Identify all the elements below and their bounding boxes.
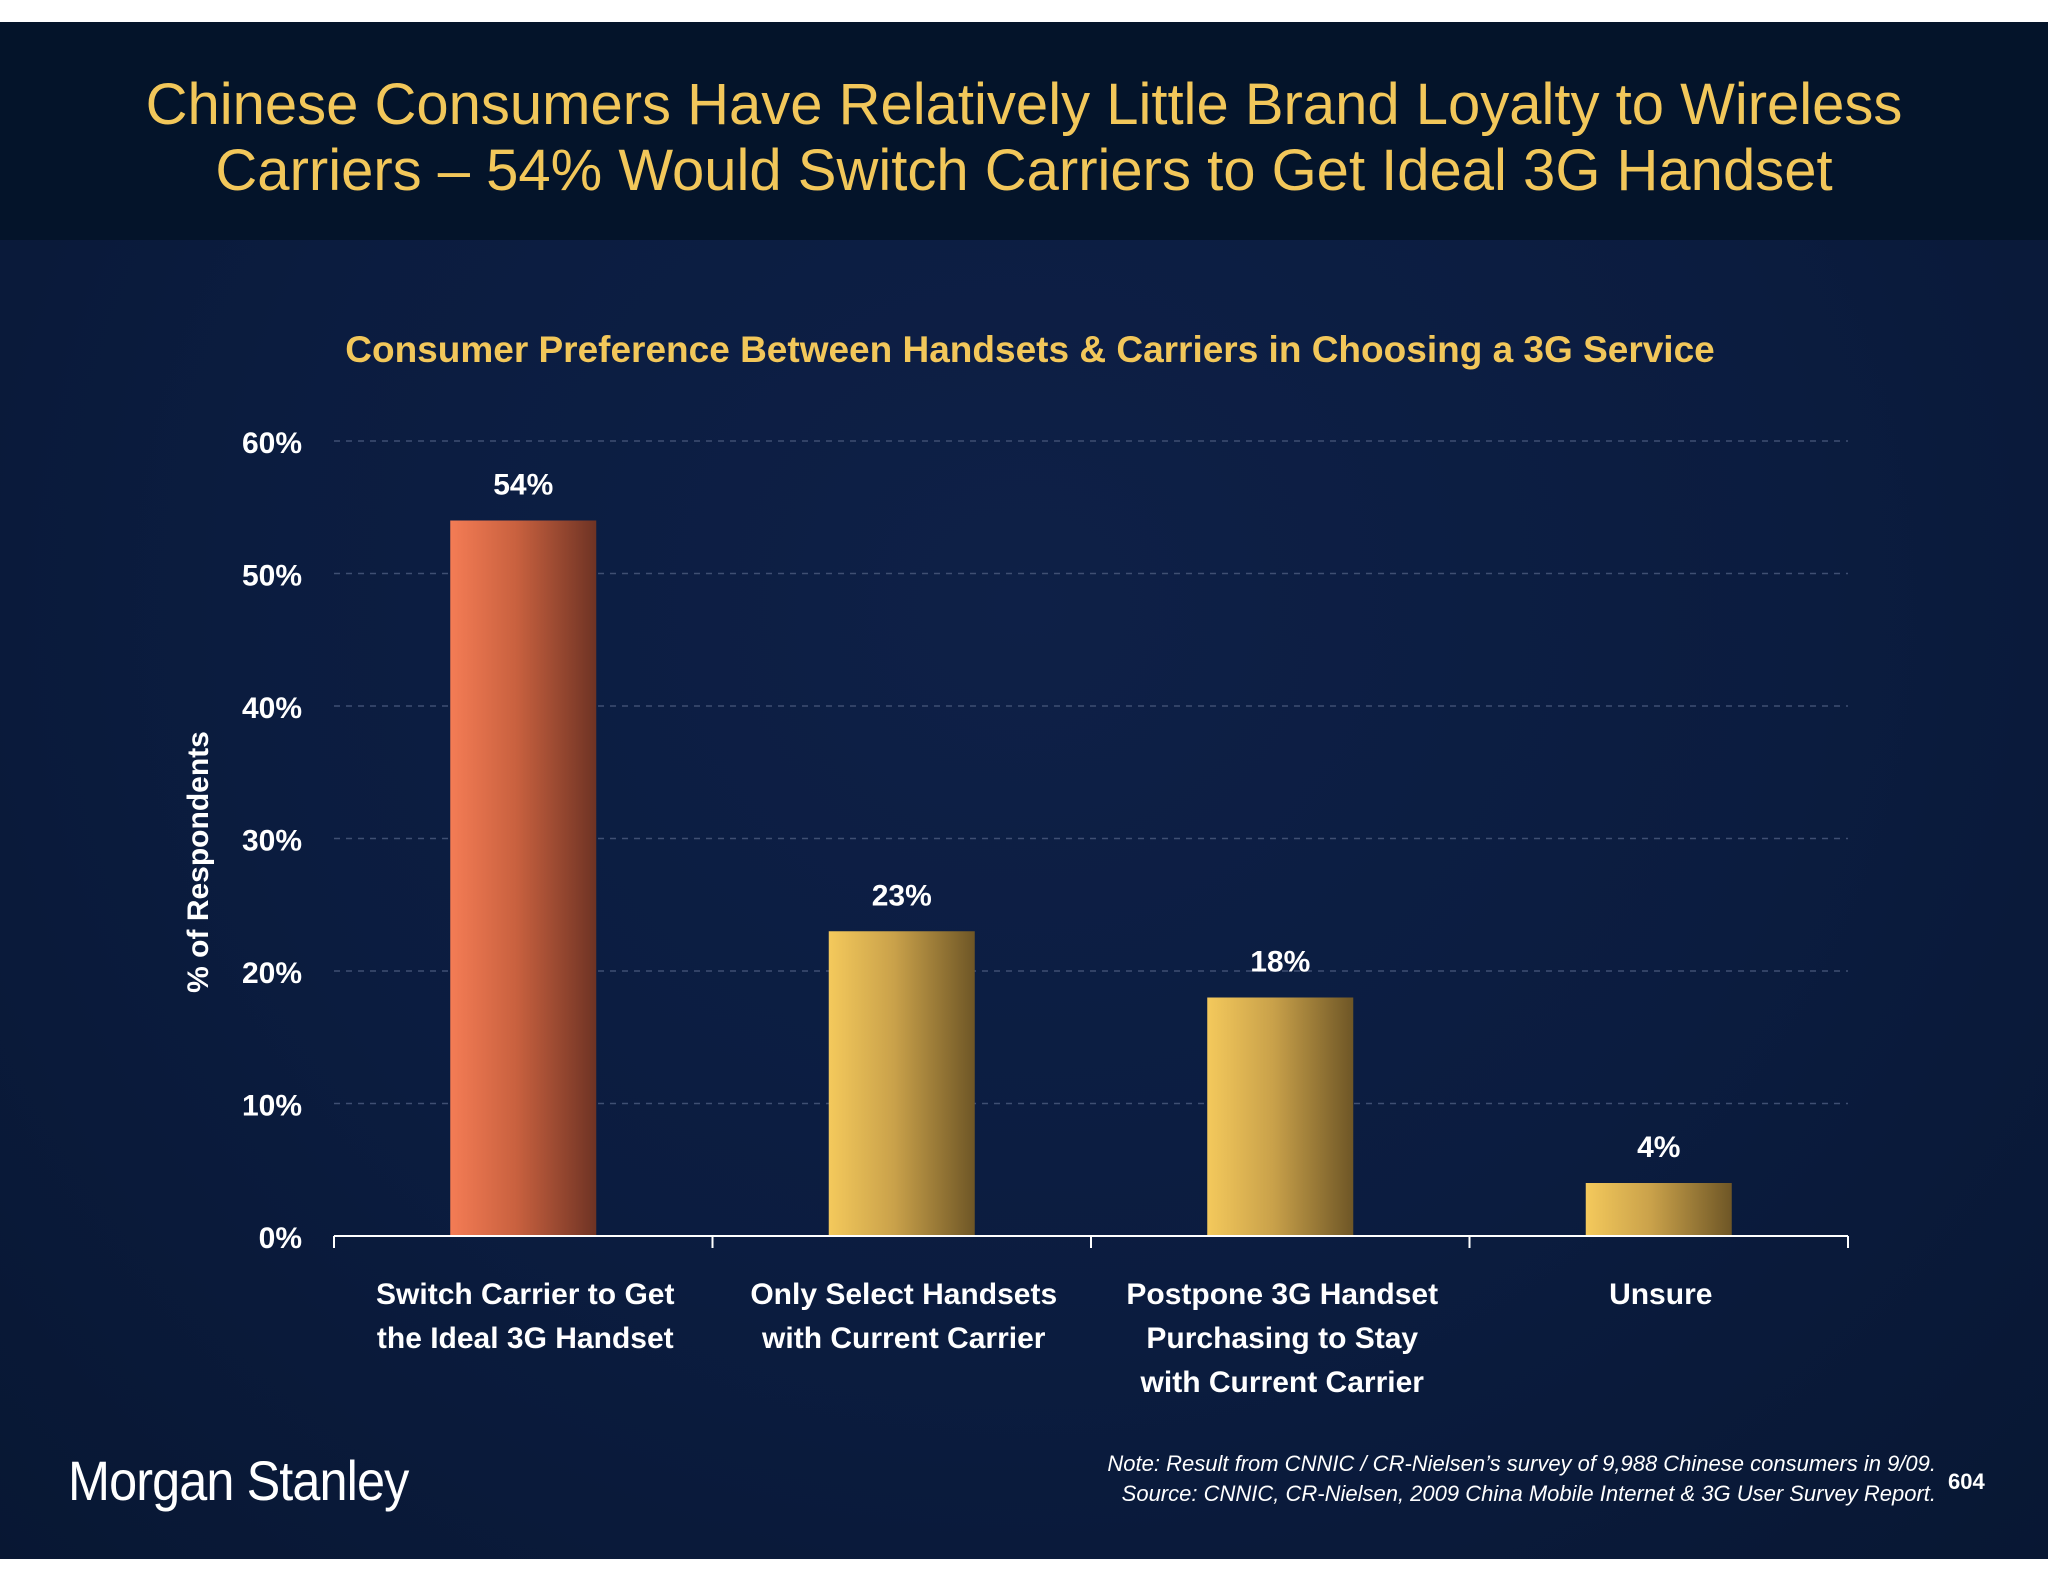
y-tick-label: 30%	[242, 825, 302, 858]
title-band: Chinese Consumers Have Relatively Little…	[0, 22, 2048, 240]
slide: Chinese Consumers Have Relatively Little…	[0, 22, 2048, 1559]
x-category-label-line: the Ideal 3G Handset	[377, 1322, 674, 1355]
y-tick-label: 40%	[242, 692, 302, 725]
x-category-label-line: Postpone 3G Handset	[1126, 1278, 1438, 1311]
y-tick-label: 50%	[242, 560, 302, 593]
page-number: 604	[1948, 1469, 1985, 1494]
slide-title-line-2: Carriers – 54% Would Switch Carriers to …	[215, 138, 1833, 203]
bar-value-label: 54%	[493, 469, 553, 502]
x-category-label-line: Purchasing to Stay	[1146, 1322, 1418, 1355]
x-category-label-line: Unsure	[1609, 1278, 1712, 1311]
x-axis-category-labels: Switch Carrier to Get the Ideal 3G Handse…	[376, 1278, 1712, 1399]
bar	[450, 520, 597, 1236]
x-axis	[333, 1235, 1849, 1248]
x-category-label: Postpone 3G Handset Purchasing to Stay wit…	[1126, 1278, 1438, 1399]
bar-value-label: 4%	[1637, 1131, 1680, 1164]
bar	[1585, 1183, 1732, 1236]
x-category-label-line: with Current Carrier	[1140, 1366, 1425, 1399]
footnote-source: Source: CNNIC, CR-Nielsen, 2009 China Mo…	[1121, 1481, 1936, 1506]
slide-title-line-1: Chinese Consumers Have Relatively Little…	[145, 72, 1903, 137]
value-labels: 54% 23% 18% 4%	[493, 469, 1680, 1165]
x-category-label-line: with Current Carrier	[761, 1322, 1046, 1355]
bar-chart: Consumer Preference Between Handsets & C…	[182, 329, 1849, 1399]
x-category-label: Unsure	[1609, 1278, 1712, 1311]
chart-title: Consumer Preference Between Handsets & C…	[345, 329, 1715, 370]
y-tick-label: 10%	[242, 1090, 302, 1123]
footnote-note: Note: Result from CNNIC / CR-Nielsen’s s…	[1107, 1451, 1936, 1476]
x-category-label: Only Select Handsets with Current Carrier	[750, 1278, 1057, 1355]
bar-value-label: 23%	[872, 879, 932, 912]
bar-value-label: 18%	[1250, 946, 1310, 979]
y-tick-label: 60%	[242, 427, 302, 460]
morgan-stanley-logo: Morgan Stanley	[68, 1449, 409, 1512]
bars	[450, 520, 1732, 1236]
x-category-label-line: Switch Carrier to Get	[376, 1278, 674, 1311]
y-tick-label: 0%	[259, 1222, 302, 1255]
bar	[828, 931, 975, 1236]
x-category-label: Switch Carrier to Get the Ideal 3G Handse…	[376, 1278, 674, 1355]
x-category-label-line: Only Select Handsets	[750, 1278, 1057, 1311]
y-axis-ticks: 0% 10% 20% 30% 40% 50% 60%	[242, 427, 302, 1255]
y-tick-label: 20%	[242, 957, 302, 990]
bar	[1207, 997, 1354, 1236]
y-axis-label: % of Respondents	[182, 731, 215, 993]
